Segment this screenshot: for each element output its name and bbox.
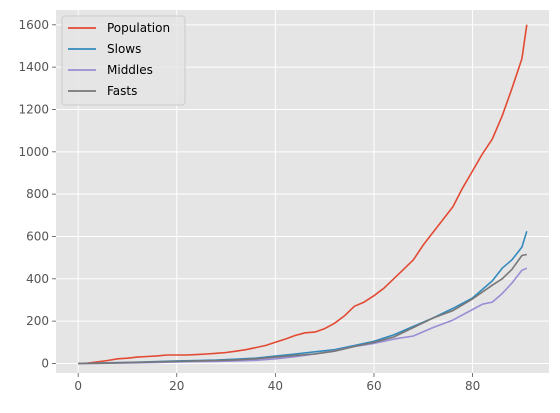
- legend-box: [61, 15, 186, 106]
- series-line-population: [78, 24, 528, 365]
- series-lines: [78, 24, 528, 365]
- y-tick-label: 1200: [18, 102, 49, 116]
- y-tick-label: 1000: [18, 145, 49, 159]
- legend-label-population: Population: [107, 21, 170, 35]
- x-tick-label: 60: [366, 379, 381, 393]
- x-tick-label: 20: [169, 379, 184, 393]
- y-tick-label: 800: [26, 187, 49, 201]
- grid: [56, 10, 549, 373]
- legend: Population Slows Middles Fasts: [61, 15, 186, 106]
- legend-label-fasts: Fasts: [107, 84, 137, 98]
- y-tick-label: 400: [26, 272, 49, 286]
- y-tick-label: 600: [26, 229, 49, 243]
- legend-label-slows: Slows: [107, 42, 141, 56]
- y-tick-label: 200: [26, 314, 49, 328]
- x-axis-ticks: 0 20 40 60 80: [74, 373, 480, 393]
- y-tick-label: 0: [41, 356, 49, 370]
- y-tick-label: 1600: [18, 18, 49, 32]
- y-axis-ticks: 0 200 400 600 800 1000 1200 1400 1600: [18, 18, 56, 370]
- x-tick-label: 0: [74, 379, 82, 393]
- x-tick-label: 80: [465, 379, 480, 393]
- y-tick-label: 1400: [18, 60, 49, 74]
- legend-label-middles: Middles: [107, 63, 153, 77]
- x-tick-label: 40: [268, 379, 283, 393]
- series-line-fasts: [78, 253, 527, 365]
